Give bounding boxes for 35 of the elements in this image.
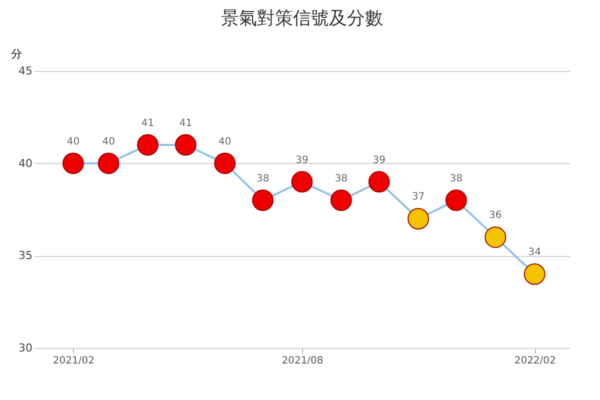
point (408, 208, 430, 230)
point (252, 190, 274, 211)
point (174, 134, 196, 156)
data-label: 40 (218, 136, 232, 148)
point (291, 171, 313, 193)
y-tick-label: 45 (18, 64, 32, 78)
point (445, 190, 467, 211)
point (62, 152, 84, 174)
data-label: 40 (102, 136, 115, 148)
x-tick-label: 2021/02 (52, 356, 94, 366)
data-label: 38 (334, 173, 348, 184)
data-label: 38 (256, 173, 270, 184)
data-label: 40 (66, 136, 80, 148)
data-label: 34 (528, 247, 541, 258)
chart-title: 景氣對策信號及分數 (221, 8, 383, 29)
y-tick-label: 40 (18, 156, 32, 170)
point (330, 190, 352, 211)
x-tick-label: 2021/08 (282, 356, 324, 366)
point (214, 152, 236, 174)
data-label: 41 (141, 118, 154, 129)
point (137, 134, 159, 156)
y-tick-label: 35 (18, 249, 32, 262)
data-label: 39 (372, 154, 386, 166)
data-label: 37 (412, 192, 425, 203)
point (524, 263, 546, 285)
data-label: 39 (296, 154, 308, 166)
x-tick-label: 2022/02 (514, 356, 556, 366)
data-label: 38 (450, 173, 463, 184)
y-tick-label: 30 (18, 342, 32, 354)
y-axis-title: 分 (11, 48, 22, 60)
point (98, 152, 120, 174)
data-label: 41 (179, 118, 192, 129)
point (484, 226, 506, 248)
data-label: 36 (489, 210, 502, 222)
point (368, 171, 390, 193)
